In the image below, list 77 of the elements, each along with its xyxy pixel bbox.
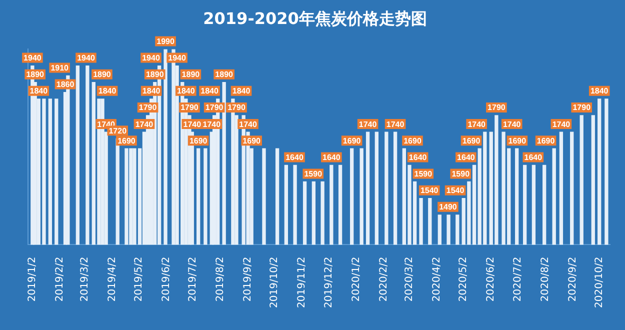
data-label: 1540 bbox=[420, 186, 439, 196]
data-label: 1890 bbox=[93, 70, 112, 80]
data-label: 1940 bbox=[24, 53, 42, 62]
data-label: 1890 bbox=[146, 70, 164, 80]
data-label: 1790 bbox=[205, 103, 224, 112]
data-label: 1790 bbox=[572, 103, 592, 112]
x-tick-label: 2020/3/2 bbox=[404, 256, 416, 302]
data-label: 1790 bbox=[180, 103, 199, 112]
x-tick-label: 2020/7/2 bbox=[512, 256, 524, 302]
data-label: 1840 bbox=[232, 86, 251, 96]
data-label: 1790 bbox=[138, 103, 158, 112]
x-tick-label: 2019/8/2 bbox=[215, 256, 226, 302]
data-label: 1840 bbox=[200, 86, 219, 96]
x-tick-label: 2019/11/2 bbox=[296, 256, 308, 308]
data-label: 1540 bbox=[446, 186, 465, 196]
data-label: 1940 bbox=[142, 53, 160, 62]
data-label: 1640 bbox=[286, 152, 304, 162]
data-label: 1990 bbox=[156, 36, 175, 46]
x-tick-label: 2019/9/2 bbox=[242, 256, 254, 302]
x-tick-label: 2019/7/2 bbox=[188, 256, 199, 302]
data-label: 1740 bbox=[386, 120, 405, 129]
data-label: 1940 bbox=[168, 53, 186, 62]
data-label: 1690 bbox=[404, 136, 422, 146]
data-label: 1640 bbox=[524, 152, 543, 162]
x-tick-label: 2019/12/2 bbox=[323, 256, 334, 308]
x-tick-label: 2019/2/2 bbox=[54, 256, 66, 302]
data-label: 1890 bbox=[26, 70, 45, 80]
data-label: 1840 bbox=[30, 86, 48, 96]
x-tick-label: 2019/5/2 bbox=[133, 256, 144, 302]
data-label: 1740 bbox=[468, 120, 486, 129]
data-label: 1840 bbox=[142, 86, 161, 96]
data-label: 1910 bbox=[50, 63, 70, 72]
data-label: 1590 bbox=[304, 169, 323, 178]
data-label: 1840 bbox=[98, 86, 117, 96]
x-tick-label: 2020/1/2 bbox=[350, 256, 362, 302]
x-tick-label: 2020/8/2 bbox=[540, 256, 551, 302]
data-label: 1740 bbox=[552, 120, 571, 129]
data-label: 1790 bbox=[228, 103, 246, 112]
data-label: 1640 bbox=[457, 152, 476, 162]
data-label: 1490 bbox=[439, 202, 458, 212]
data-label: 1740 bbox=[183, 120, 202, 129]
data-label: 1690 bbox=[242, 136, 262, 146]
data-label: 1860 bbox=[56, 80, 75, 89]
x-tick-label: 2020/2/2 bbox=[378, 256, 390, 302]
x-tick-label: 2019/4/2 bbox=[106, 256, 118, 302]
data-label: 1690 bbox=[536, 136, 556, 146]
chart-title: 2019-2020年焦炭价格走势图 bbox=[203, 8, 427, 28]
data-label: 1590 bbox=[452, 169, 470, 178]
x-tick-label: 2019/10/2 bbox=[269, 256, 280, 308]
data-label: 1890 bbox=[182, 70, 200, 80]
data-label: 1790 bbox=[488, 103, 506, 112]
data-label: 1690 bbox=[462, 136, 481, 146]
data-label: 1890 bbox=[215, 70, 234, 80]
x-tick-label: 2020/10/2 bbox=[594, 256, 605, 308]
data-label: 1720 bbox=[108, 126, 128, 136]
x-tick-label: 2020/5/2 bbox=[458, 256, 470, 302]
data-label: 1740 bbox=[202, 120, 222, 129]
data-label: 1740 bbox=[502, 120, 522, 129]
data-label: 1590 bbox=[414, 169, 433, 178]
data-label: 1690 bbox=[342, 136, 362, 146]
x-tick-label: 2020/4/2 bbox=[432, 256, 443, 302]
x-tick-label: 2019/6/2 bbox=[160, 256, 172, 302]
data-label: 1690 bbox=[118, 136, 136, 146]
x-tick-label: 2019/3/2 bbox=[79, 256, 90, 302]
x-tick-label: 2019/1/2 bbox=[27, 256, 38, 302]
data-label: 1740 bbox=[358, 120, 378, 129]
data-label: 1740 bbox=[135, 120, 154, 129]
x-tick-label: 2020/9/2 bbox=[567, 256, 578, 302]
data-label: 1690 bbox=[189, 136, 208, 146]
data-label: 1840 bbox=[177, 86, 196, 96]
data-label: 1640 bbox=[408, 152, 428, 162]
data-label: 1840 bbox=[590, 86, 609, 96]
x-tick-label: 2020/6/2 bbox=[486, 256, 497, 302]
data-label: 1740 bbox=[239, 120, 258, 129]
data-label: 1940 bbox=[77, 53, 96, 62]
data-label: 1640 bbox=[322, 152, 341, 162]
data-label: 1690 bbox=[508, 136, 527, 146]
